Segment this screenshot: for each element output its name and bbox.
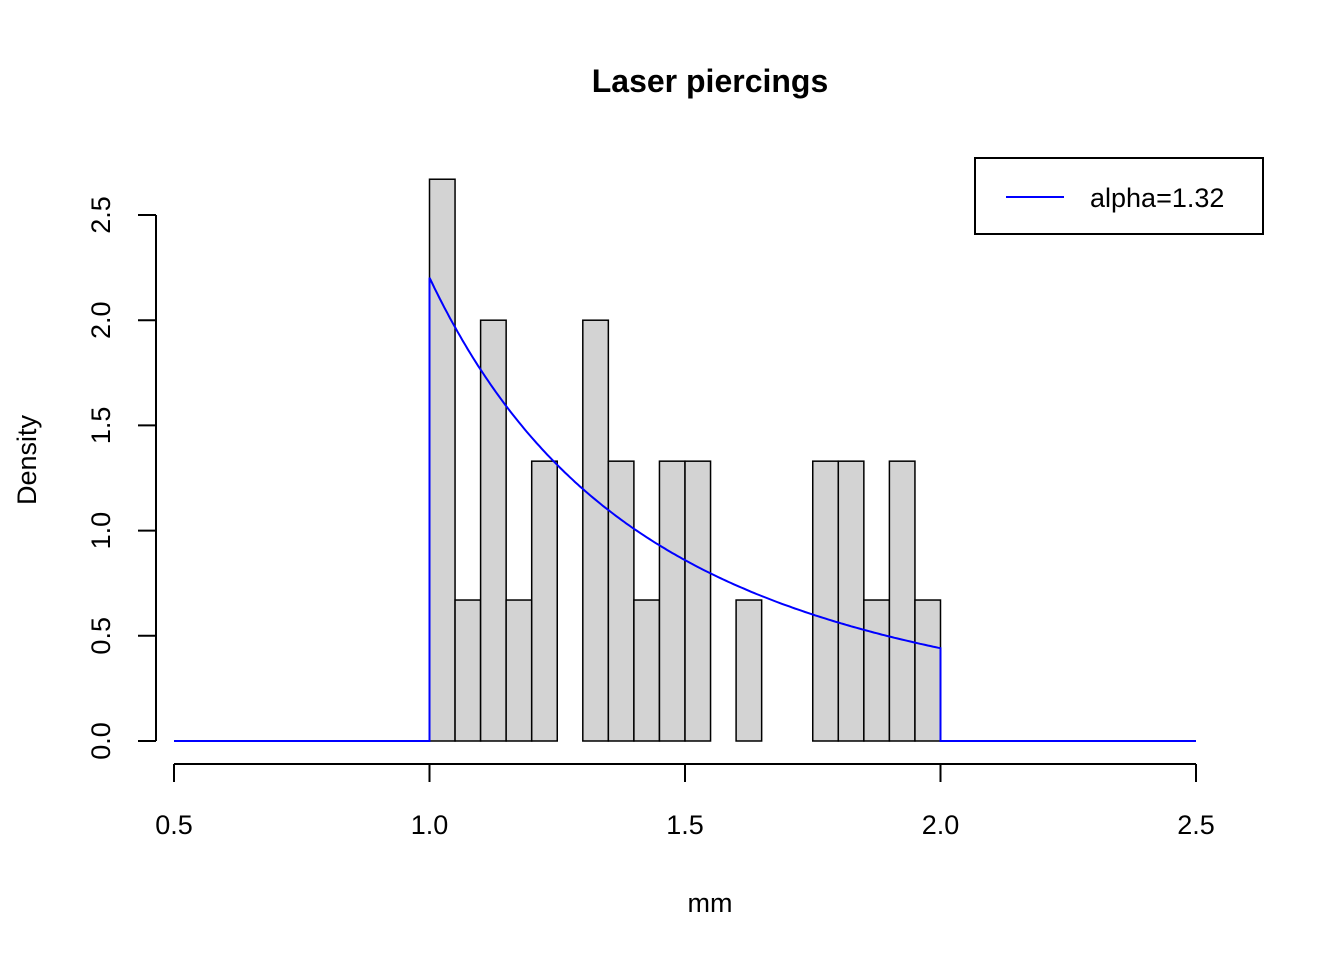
histogram-bar xyxy=(454,599,482,742)
histogram-bar xyxy=(505,599,533,742)
y-tick-label: 0.5 xyxy=(86,617,116,655)
histogram-bar xyxy=(888,460,916,742)
histogram-bar xyxy=(658,460,686,742)
y-tick-label: 2.0 xyxy=(86,301,116,339)
x-tick-label: 1.0 xyxy=(411,810,449,840)
histogram-bar xyxy=(428,178,456,742)
histogram-bars xyxy=(428,178,942,742)
y-axis: 0.0 0.5 1.0 1.5 2.0 2.5 xyxy=(86,196,157,760)
y-tick-label: 1.5 xyxy=(86,407,116,445)
legend: alpha=1.32 xyxy=(974,157,1264,235)
legend-entry: alpha=1.32 xyxy=(1090,183,1224,213)
chart-title: Laser piercings xyxy=(592,63,829,99)
x-tick-label: 1.5 xyxy=(666,810,704,840)
y-tick-label: 0.0 xyxy=(86,722,116,760)
histogram-bar xyxy=(837,460,865,742)
histogram-bar xyxy=(582,319,610,742)
series-line xyxy=(174,277,1196,742)
histogram-bar xyxy=(812,460,840,742)
y-axis-label: Density xyxy=(12,414,42,505)
histogram-bar xyxy=(607,460,635,742)
histogram-bar xyxy=(530,460,559,742)
histogram-bar xyxy=(914,599,942,742)
y-tick-label: 1.0 xyxy=(86,512,116,550)
histogram-bar xyxy=(863,599,891,742)
histogram-bar xyxy=(633,599,661,742)
y-tick-label: 2.5 xyxy=(86,196,116,234)
x-axis-label: mm xyxy=(688,888,733,918)
histogram-bar xyxy=(684,460,712,742)
histogram-bar xyxy=(735,599,763,742)
x-tick-label: 0.5 xyxy=(155,810,193,840)
x-axis: 0.5 1.0 1.5 2.0 2.5 xyxy=(155,763,1215,840)
histogram-bar xyxy=(479,319,507,742)
x-tick-label: 2.0 xyxy=(922,810,960,840)
x-tick-label: 2.5 xyxy=(1177,810,1215,840)
density-curve xyxy=(174,277,1196,742)
